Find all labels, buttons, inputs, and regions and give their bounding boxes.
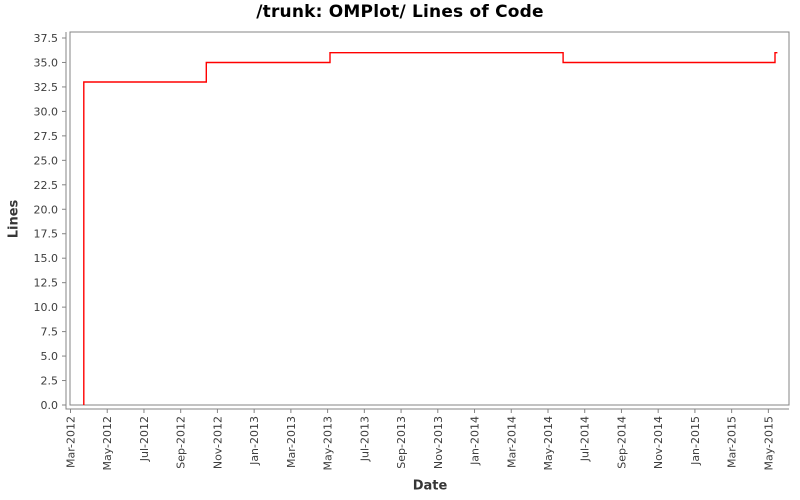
plot-outline [69,31,790,406]
x-tick-label: Jan-2014 [469,416,482,466]
x-tick-label: Mar-2014 [505,416,518,468]
y-tick-label: 10.0 [34,301,59,314]
x-tick-label: Jan-2015 [689,416,702,466]
y-tick-label: 15.0 [34,252,59,265]
series-line-lines-of-code [83,52,778,405]
x-tick-label: May-2015 [762,416,775,471]
y-tick-label: 32.5 [34,81,59,94]
x-axis-label: Date [412,478,448,494]
y-tick-label: 5.0 [41,350,59,363]
y-tick-label: 25.0 [34,154,59,167]
x-tick-label: Sep-2013 [395,416,408,469]
x-tick-label: Jul-2014 [579,416,592,462]
x-tick-label: May-2013 [322,416,335,471]
y-tick-label: 2.5 [41,375,59,388]
y-tick-label: 20.0 [34,203,59,216]
x-tick-label: Sep-2012 [175,416,188,469]
y-tick-label: 37.5 [34,32,59,45]
x-tick-label: Sep-2014 [615,416,628,469]
y-tick-label: 35.0 [34,56,59,69]
x-tick-label: Nov-2014 [652,416,665,469]
y-tick-label: 7.5 [41,326,59,339]
x-tick-label: Jan-2013 [248,416,261,466]
y-tick-label: 0.0 [41,399,59,412]
x-tick-label: Mar-2012 [65,416,78,468]
y-tick-label: 17.5 [34,228,59,241]
x-tick-label: May-2014 [542,416,555,471]
chart-title: /trunk: OMPlot/ Lines of Code [256,2,544,22]
x-tick-label: May-2012 [101,416,114,471]
y-tick-label: 27.5 [34,130,59,143]
y-tick-label: 30.0 [34,105,59,118]
x-tick-label: Nov-2012 [211,416,224,469]
x-tick-label: Jul-2012 [138,416,151,462]
x-tick-label: Mar-2013 [285,416,298,468]
x-tick-label: Jul-2013 [358,416,371,462]
x-tick-label: Nov-2013 [432,416,445,469]
x-tick-label: Mar-2015 [726,416,739,468]
y-tick-label: 12.5 [34,277,59,290]
y-tick-label: 22.5 [34,179,59,192]
